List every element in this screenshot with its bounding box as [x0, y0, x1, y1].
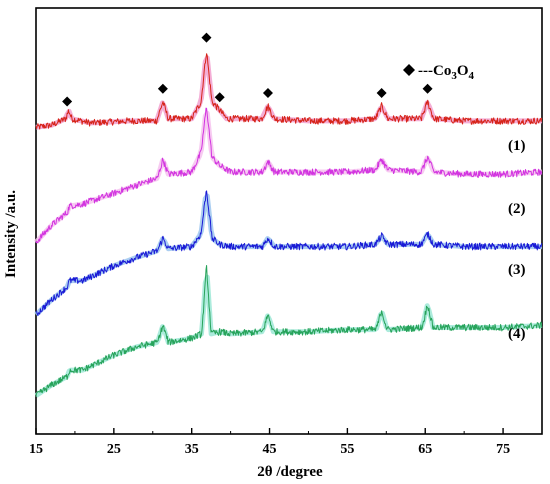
series-halo [34, 110, 543, 244]
x-tick-label: 45 [263, 442, 277, 457]
x-tick-label: 55 [340, 442, 354, 457]
peak-marker-diamond-icon [262, 87, 273, 98]
series-label-2: (2) [508, 201, 526, 217]
peak-marker-diamond-icon [157, 83, 168, 94]
series-layer [34, 53, 543, 398]
peak-marker-diamond-icon [201, 32, 212, 43]
x-tick-label: 15 [29, 442, 43, 457]
series-label-3: (3) [508, 262, 526, 278]
x-tick-label: 25 [107, 442, 121, 457]
peak-marker-diamond-icon [62, 96, 73, 107]
series-halo [34, 274, 543, 398]
series-halo [34, 193, 543, 317]
y-axis-title: Intensity /a.u. [3, 190, 19, 278]
series-label-1: (1) [508, 138, 526, 154]
legend: ---Co3O4 [403, 63, 475, 82]
series-label-4: (4) [508, 326, 526, 342]
peak-marker-diamond-icon [422, 83, 433, 94]
x-ticks: 15 25 35 45 55 65 75 [29, 428, 510, 457]
x-tick-label: 65 [418, 442, 432, 457]
legend-diamond-icon [403, 64, 415, 76]
series-labels: (1) (2) (3) (4) [508, 138, 526, 342]
peak-marker-diamond-icon [376, 87, 387, 98]
peak-markers [62, 32, 433, 107]
series-line [35, 190, 543, 316]
series-line [35, 265, 543, 397]
legend-sub1: 3 [451, 70, 457, 82]
peak-marker-diamond-icon [214, 92, 225, 103]
series-2 [34, 107, 543, 244]
legend-prefix: ---Co [418, 63, 451, 79]
x-tick-label: 35 [185, 442, 199, 457]
series-3 [34, 190, 543, 317]
axes-frame [35, 7, 543, 435]
legend-label: ---Co3O4 [418, 63, 475, 82]
plot-border [35, 7, 543, 435]
series-4 [34, 265, 543, 398]
x-axis-title: 2θ /degree [257, 464, 323, 480]
legend-mid: O [457, 63, 469, 79]
legend-sub2: 4 [469, 70, 475, 82]
series-line [35, 107, 543, 244]
x-tick-label: 75 [496, 442, 510, 457]
series-1 [35, 53, 543, 130]
series-line [35, 53, 543, 130]
